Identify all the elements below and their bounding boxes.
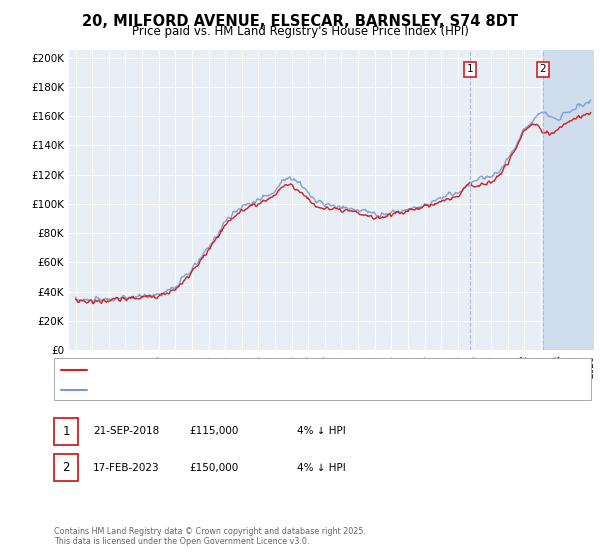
Text: HPI: Average price, semi-detached house, Barnsley: HPI: Average price, semi-detached house,… [94, 385, 338, 394]
Text: 20, MILFORD AVENUE, ELSECAR, BARNSLEY, S74 8DT: 20, MILFORD AVENUE, ELSECAR, BARNSLEY, S… [82, 14, 518, 29]
Text: 4% ↓ HPI: 4% ↓ HPI [297, 463, 346, 473]
Text: 1: 1 [466, 64, 473, 74]
Text: £115,000: £115,000 [189, 426, 238, 436]
Bar [543, 50, 594, 350]
Text: 2: 2 [62, 461, 70, 474]
Text: Price paid vs. HM Land Registry's House Price Index (HPI): Price paid vs. HM Land Registry's House … [131, 25, 469, 38]
Text: 21-SEP-2018: 21-SEP-2018 [93, 426, 159, 436]
Text: Contains HM Land Registry data © Crown copyright and database right 2025.
This d: Contains HM Land Registry data © Crown c… [54, 526, 366, 546]
Text: 17-FEB-2023: 17-FEB-2023 [93, 463, 160, 473]
Text: £150,000: £150,000 [189, 463, 238, 473]
Text: 20, MILFORD AVENUE, ELSECAR, BARNSLEY, S74 8DT (semi-detached house): 20, MILFORD AVENUE, ELSECAR, BARNSLEY, S… [94, 366, 459, 375]
Text: 1: 1 [62, 424, 70, 438]
Text: 4% ↓ HPI: 4% ↓ HPI [297, 426, 346, 436]
Text: 2: 2 [539, 64, 546, 74]
